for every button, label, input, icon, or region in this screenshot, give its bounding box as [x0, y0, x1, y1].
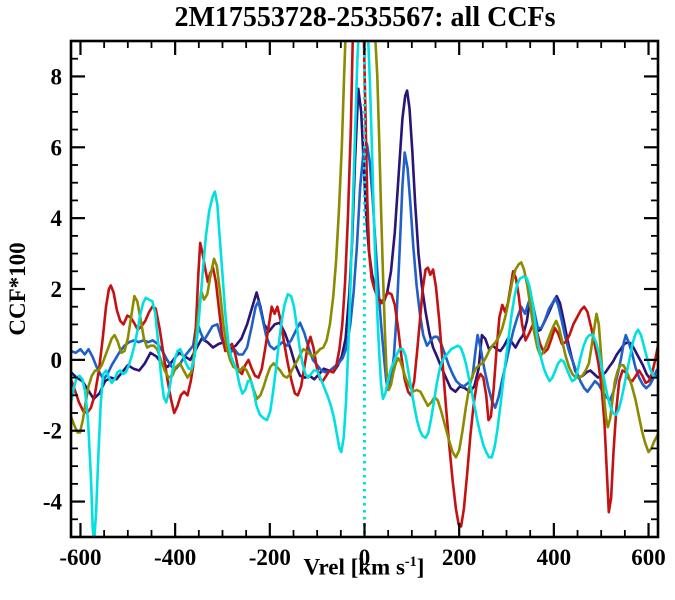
x-tick-label: -200 [249, 545, 291, 570]
y-tick-label: 0 [51, 348, 63, 373]
y-tick-label: 8 [51, 64, 63, 89]
x-tick-label: -400 [154, 545, 196, 570]
ccf-curves [71, 41, 658, 537]
y-tick-label: -2 [43, 419, 62, 444]
x-axis-label-main: Vrel [km s [303, 554, 405, 580]
x-axis-label-end: ] [416, 554, 425, 580]
y-tick-label: 6 [51, 135, 63, 160]
x-tick-label: 200 [442, 545, 477, 570]
x-tick-label: -600 [59, 545, 101, 570]
axis-ticks [71, 41, 658, 537]
ccf-curve-olive [71, 41, 658, 459]
y-axis-label: CCF*100 [5, 242, 30, 336]
y-tick-label: 2 [51, 277, 63, 302]
x-tick-label: 0 [359, 545, 371, 570]
ccf-curve-red [71, 41, 658, 528]
ccf-curve-cyan [71, 41, 658, 537]
plot-title: 2M17553728-2535567: all CCFs [174, 2, 556, 33]
x-axis-label: Vrel [km s-1] [304, 554, 425, 581]
x-tick-label: 400 [537, 545, 572, 570]
y-tick-label: 4 [51, 206, 63, 231]
y-tick-label: -4 [43, 490, 63, 515]
x-tick-label: 600 [631, 545, 666, 570]
x-axis-label-sup: -1 [404, 554, 417, 570]
